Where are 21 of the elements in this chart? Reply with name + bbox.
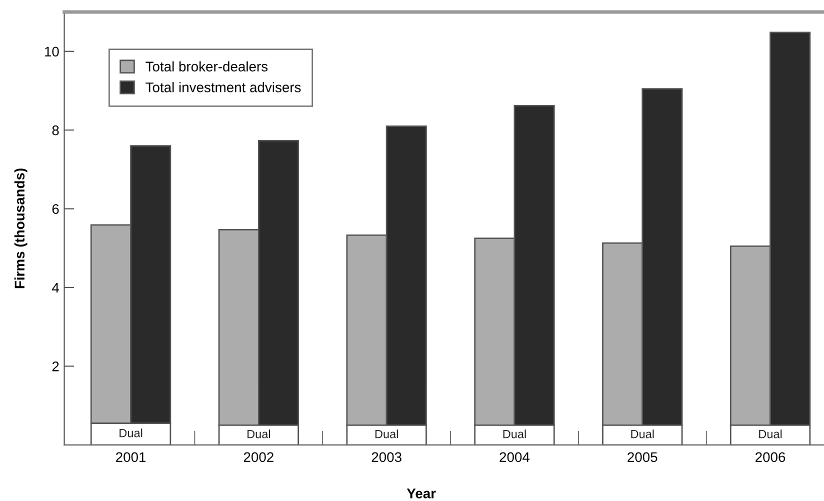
text: Dual	[503, 430, 526, 438]
text: Dual	[759, 430, 782, 438]
y-tick-label: 2	[52, 362, 59, 372]
series-label: Dual	[248, 430, 270, 438]
text: Dual	[120, 428, 142, 438]
y-tick-label: 6	[52, 204, 59, 214]
x-axis-title: Year	[406, 488, 436, 498]
y-tick-label: 4	[52, 282, 60, 293]
x-tick-label: 2002	[244, 452, 274, 462]
text: Dual	[631, 430, 654, 438]
x-tick-label: 2006	[756, 452, 786, 462]
legend-label: Total investment advisers	[146, 82, 301, 92]
y-axis-title: Firms (thousands)	[14, 168, 28, 288]
x-tick-label: 2001	[116, 452, 146, 462]
text: Dual	[375, 430, 398, 438]
x-tick-label: 2003	[372, 452, 402, 462]
x-tick-label: 2004	[500, 452, 530, 462]
legend-label: Total broker-dealers	[146, 61, 268, 72]
x-tick-label: 2005	[628, 452, 658, 462]
y-tick-label: 10	[45, 46, 59, 57]
y-tick-label: 8	[52, 125, 59, 136]
